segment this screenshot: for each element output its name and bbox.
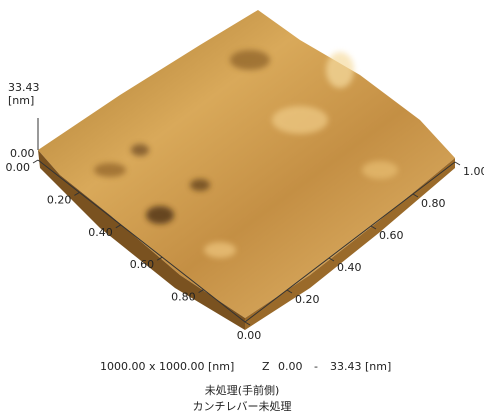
right-tick-label: 0.00	[237, 329, 262, 342]
right-tick-label: 1.00	[463, 165, 484, 178]
left-tick-label: 0.20	[47, 193, 72, 206]
left-tick-label: 0.00	[6, 161, 31, 174]
scan-size: 1000.00 x 1000.00 [nm]	[100, 360, 234, 373]
z-min: 0.00	[278, 360, 303, 373]
z-max-label: 33.43	[8, 81, 40, 94]
right-tick-label: 0.40	[337, 261, 362, 274]
tick-mark	[33, 160, 38, 163]
caption: 1000.00 x 1000.00 [nm] Z 0.00 - 33.43 [n…	[100, 360, 391, 413]
right-tick-label: 0.80	[421, 197, 446, 210]
z-unit-label: [nm]	[8, 94, 34, 107]
left-tick-label: 0.60	[130, 258, 155, 271]
surface	[38, 10, 455, 330]
left-tick-label: 0.80	[171, 291, 196, 304]
caption-line: カンチレバー未処理	[193, 400, 292, 413]
z-label: Z	[262, 360, 270, 373]
z-sep: -	[314, 360, 318, 373]
tick-mark	[455, 162, 460, 165]
left-tick-label: 0.40	[88, 226, 113, 239]
afm-figure: 33.43 [nm] 0.00 1000.00 x 1000.00 [nm] Z…	[0, 0, 484, 419]
right-tick-label: 0.60	[379, 229, 404, 242]
z-max: 33.43 [nm]	[330, 360, 391, 373]
right-tick-label: 0.20	[295, 293, 320, 306]
z-min-label: 0.00	[10, 147, 35, 160]
caption-line: 未処理(手前側)	[205, 383, 280, 397]
